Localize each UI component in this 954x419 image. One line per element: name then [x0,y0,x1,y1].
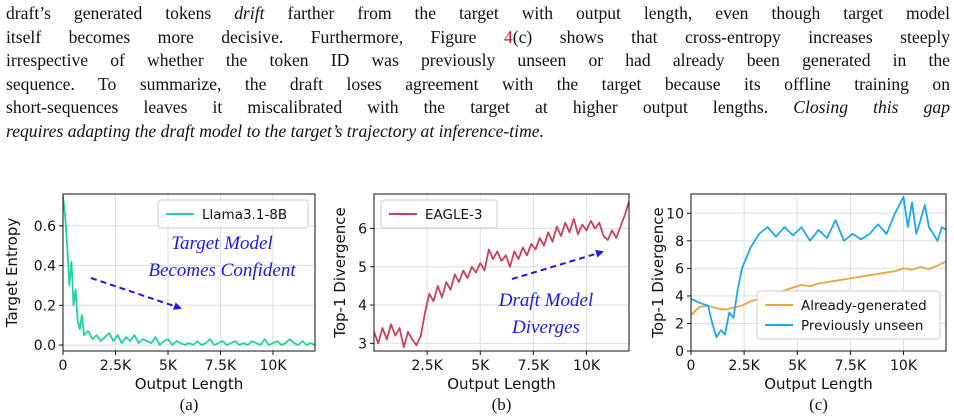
plot-frame [690,193,947,352]
x-tick-label: 7.5K [205,358,237,374]
legend-entry: Llama3.1-8B [202,207,287,223]
x-tick-label: 0 [687,358,696,374]
annotation-line-2: Becomes Confident [148,260,296,281]
body-paragraph: draft’s generated tokens drift farther f… [6,2,950,144]
emphasis-closing-cont: requires adapting the draft model to the… [6,120,544,141]
x-tick-label: 10K [260,358,288,374]
series-line-1 [373,201,630,349]
x-axis-label: Output Length [764,375,873,393]
plot-frame [62,193,316,352]
legend-box [157,199,309,229]
legend-entry: EAGLE-3 [425,207,483,223]
x-axis-label: Output Length [135,375,244,393]
text-run: (c) shows that cross-entropy increases s… [512,26,951,47]
y-tick-label: 10 [666,206,684,222]
panel-caption: (c) [809,395,828,414]
x-tick-label: 2.5K [728,358,760,374]
emphasis-closing: Closing this gap [793,97,950,118]
figure-4: 0 2.5K 5K 7.5K 10K 0.0 0.2 0.4 0.6 Output Length T… [3,193,947,414]
x-tick-label: 5K [159,358,178,374]
plot-frame [373,193,630,352]
paragraph-line-1: draft’s generated tokens drift farther f… [6,2,950,26]
paragraph-line-6: requires adapting the draft model to the… [6,120,950,144]
text-run: farther from the target with output leng… [264,3,950,23]
x-tick-label: 7.5K [518,358,550,374]
text-run: draft’s generated tokens [6,3,235,23]
y-tick-label: 0.2 [34,298,56,314]
x-tick-label: 5K [471,358,490,374]
panel-b: 2.5K 5K 7.5K 10K 3 4 5 6 Output Length Top-1 Dive… [331,193,630,414]
paragraph-line-2: itself becomes more decisive. Furthermor… [6,26,950,50]
legend-entry: Already-generated [801,298,927,314]
y-tick-label: 5 [358,260,367,276]
y-tick-label: 4 [358,298,367,314]
y-tick-label: 4 [675,289,684,305]
annotation-line-2: Diverges [511,317,580,338]
series-line-1 [690,260,947,316]
paragraph-line-3: irrespective of whether the token ID was… [6,50,950,71]
legend-box [756,290,941,340]
x-tick-label: 10K [890,358,918,374]
panel-c: 0 2.5K 5K 7.5K 10K 0 2 4 6 8 10 Output Length Top-1 … [649,193,947,414]
y-tick-label: 0.0 [34,338,56,354]
panel-caption: (a) [180,395,199,414]
panel-caption: (b) [492,395,512,414]
x-tick-label: 0 [59,358,68,374]
x-tick-label: 2.5K [411,358,443,374]
x-tick-label: 7.5K [835,358,867,374]
series-line-1 [62,195,316,346]
y-axis-label: Target Entropy [3,218,21,329]
y-tick-label: 0 [675,344,684,360]
figure-reference-link[interactable]: 4 [503,26,513,47]
paragraph-line-5: short-sequences leaves it miscalibrated … [6,96,950,120]
y-tick-label: 3 [358,336,367,352]
text-run: itself becomes more decisive. Furthermor… [6,26,504,47]
annotation-line-1: Draft Model [498,290,593,311]
annotation-line-1: Target Model [171,233,273,254]
y-axis-label: Top-1 Divergence [331,207,349,339]
legend-entry: Previously unseen [801,318,923,334]
emphasis-drift: drift [234,3,265,23]
text-run: short-sequences leaves it miscalibrated … [6,97,794,118]
y-tick-label: 2 [675,316,684,332]
y-tick-label: 8 [675,234,684,250]
x-tick-label: 10K [573,358,601,374]
x-axis-label: Output Length [447,375,556,393]
y-tick-label: 0.4 [34,259,56,275]
panel-a: 0 2.5K 5K 7.5K 10K 0.0 0.2 0.4 0.6 Output Length T… [3,193,316,414]
y-tick-label: 6 [358,221,367,237]
y-tick-label: 6 [675,261,684,277]
legend-box [380,199,498,229]
y-tick-label: 0.6 [34,219,56,235]
annotation-arrow [511,249,604,280]
y-axis-label: Top-1 Divergence [649,207,667,339]
paragraph-line-4: sequence. To summarize, the draft loses … [6,73,950,94]
x-tick-label: 2.5K [100,358,132,374]
x-tick-label: 5K [788,358,807,374]
annotation-arrow [90,277,182,310]
series-line-2 [690,195,947,339]
